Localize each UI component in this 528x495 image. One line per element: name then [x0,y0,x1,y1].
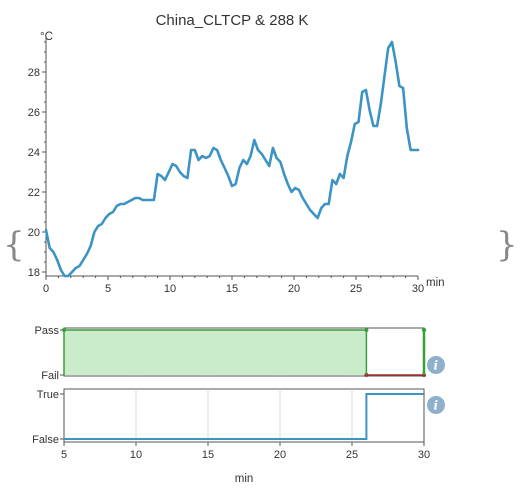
x-tick-label: 30 [418,449,430,461]
y-tick-label: 18 [28,267,40,279]
x-tick-label: 15 [202,449,214,461]
y-tick-label: 22 [28,187,40,199]
x-tick-label: 10 [130,449,142,461]
info-circle [427,356,445,374]
top-axes: 0 5 10 15 20 25 30 18 20 22 24 26 28 [28,36,424,295]
true-false-step-line [64,393,424,440]
true-false-info-icon[interactable]: i [427,396,445,414]
x-tick-label: 25 [350,283,362,295]
x-tick-label: 15 [226,283,238,295]
y-category-label: Pass [35,325,60,337]
x-tick-label: 20 [274,449,286,461]
true-false-frame [63,388,425,443]
pass-fail-chart: Fail Pass [35,325,427,382]
temperature-chart: China_CLTCP & 288 K °C min 0510152025301… [28,12,445,295]
info-glyph: i [434,359,439,373]
y-category-label: False [32,434,59,446]
x-tick-label: 0 [43,283,49,295]
pass-fail-series [62,327,427,377]
left-brace: { [3,225,25,265]
final-state-point [421,327,427,333]
y-tick-label: 26 [28,107,40,119]
bottom-x-axis-unit: min [235,473,254,485]
temperature-series [44,40,420,278]
pass-fail-info-icon[interactable]: i [427,356,445,374]
x-tick-label: 20 [288,283,300,295]
true-false-chart: 5 10 15 20 25 30 False True min [32,388,430,485]
chart-title: China_CLTCP & 288 K [156,12,309,29]
y-category-label: True [37,389,59,401]
info-circle [427,396,445,414]
temperature-line [44,40,420,278]
info-glyph: i [434,399,439,413]
y-tick-label: 24 [28,147,40,159]
y-tick-label: 28 [28,67,40,79]
x-axis-unit: min [426,277,445,289]
right-brace: } [496,225,518,265]
x-tick-label: 10 [164,283,176,295]
x-tick-label: 5 [105,283,111,295]
y-tick-label: 20 [28,227,40,239]
true-false-axes: 5 10 15 20 25 30 False True [32,388,430,461]
pass-area-fill [64,330,367,375]
true-false-series [64,393,424,440]
x-tick-label: 30 [412,283,424,295]
x-tick-label: 5 [61,449,67,461]
y-category-label: Fail [41,370,59,382]
x-tick-label: 25 [346,449,358,461]
